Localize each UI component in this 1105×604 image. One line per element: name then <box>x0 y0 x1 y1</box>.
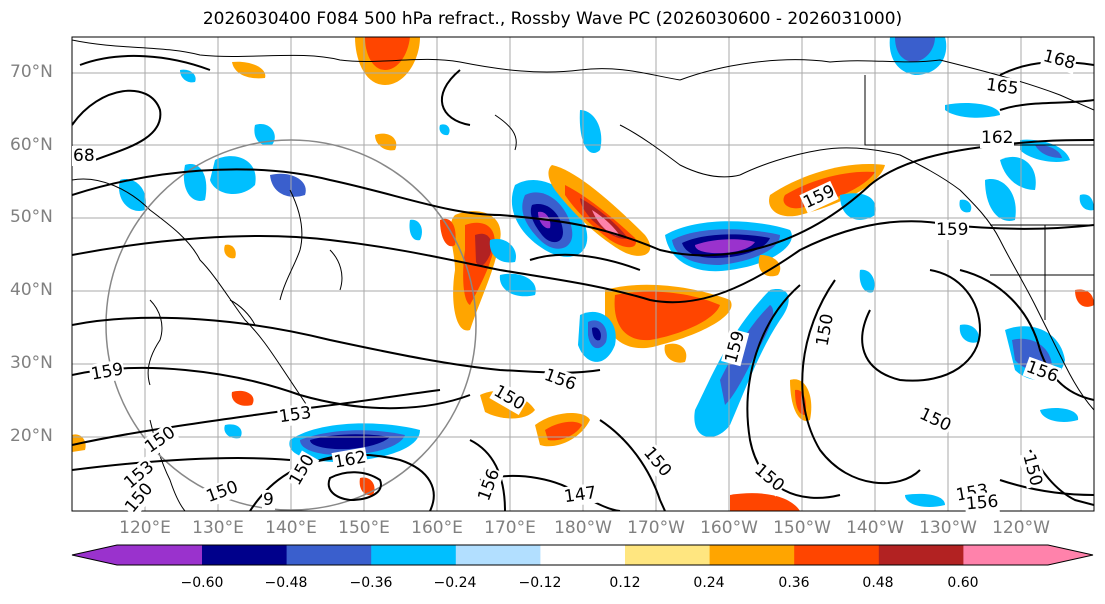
range-circle <box>105 139 477 511</box>
lon-label: 150°W <box>773 518 831 538</box>
colorbar-swatch <box>117 545 203 565</box>
lat-label: 20°N <box>10 426 53 446</box>
map-field <box>72 37 1094 511</box>
lon-label: 130°W <box>919 518 977 538</box>
lon-label: 140°E <box>265 518 317 538</box>
lon-label: 150°E <box>338 518 390 538</box>
colorbar-swatch <box>709 545 795 565</box>
map-frame <box>71 36 1095 512</box>
lon-label: 160°W <box>700 518 758 538</box>
map-title: 2026030400 F084 500 hPa refract., Rossby… <box>202 9 903 29</box>
colorbar-extend-min <box>72 545 117 565</box>
colorbar-extend-max <box>1048 545 1093 565</box>
colorbar-tick-label: 0.48 <box>862 575 894 591</box>
colorbar-swatch <box>371 545 457 565</box>
colorbar-tick-label: −0.48 <box>264 575 308 591</box>
colorbar-swatch <box>878 545 964 565</box>
colorbar-swatch <box>455 545 541 565</box>
colorbar-swatch <box>625 545 711 565</box>
colorbar-swatch <box>963 545 1049 565</box>
colorbar-tick-label: −0.24 <box>433 575 477 591</box>
colorbar <box>71 544 1094 566</box>
colorbar-swatch <box>794 545 880 565</box>
lat-label: 40°N <box>10 280 53 300</box>
colorbar-swatch <box>202 545 288 565</box>
lon-label: 120°E <box>119 518 171 538</box>
colorbar-tick-label: −0.12 <box>518 575 562 591</box>
lon-label: 120°W <box>992 518 1050 538</box>
colorbar-tick-label: 0.24 <box>693 575 725 591</box>
lat-label: 70°N <box>10 62 53 82</box>
colorbar-tick-label: −0.60 <box>180 575 224 591</box>
colorbar-tick-label: −0.36 <box>349 575 393 591</box>
lon-label: 170°E <box>484 518 536 538</box>
colorbar-swatch <box>286 545 372 565</box>
lon-label: 130°E <box>192 518 244 538</box>
colorbar-tick-label: 0.36 <box>778 575 810 591</box>
lon-label: 180°W <box>554 518 612 538</box>
lon-label: 160°E <box>411 518 463 538</box>
coastlines <box>72 39 1094 511</box>
colorbar-swatch <box>540 545 626 565</box>
lon-label: 170°W <box>627 518 685 538</box>
lat-label: 30°N <box>10 353 53 373</box>
colorbar-tick-label: 0.12 <box>609 575 641 591</box>
lat-label: 50°N <box>10 207 53 227</box>
colorbar-outline <box>71 544 1094 566</box>
lon-label: 140°W <box>846 518 904 538</box>
colorbar-tick-label: 0.60 <box>947 575 979 591</box>
lat-label: 60°N <box>10 135 53 155</box>
